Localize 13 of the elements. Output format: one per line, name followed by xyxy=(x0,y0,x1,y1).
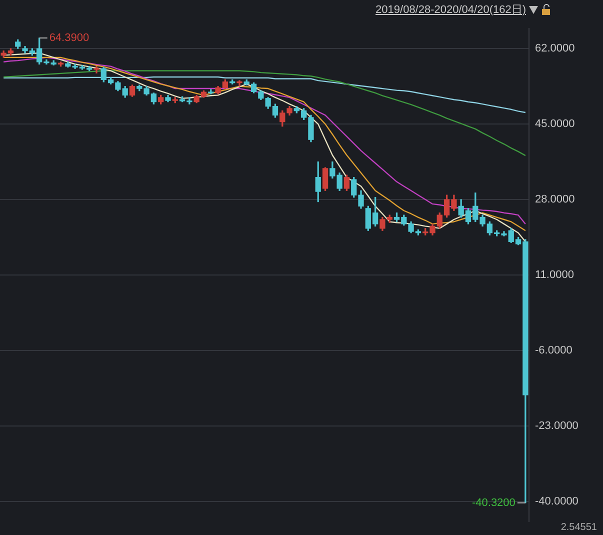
text: 2019/08/28-2020/04/20(162日) xyxy=(376,3,526,17)
candlestick xyxy=(236,80,242,87)
y-tick-label: -40.0000 xyxy=(535,495,578,508)
annotation: 64.3900 xyxy=(49,32,90,44)
y-tick-label: 11.0000 xyxy=(535,269,574,282)
y-tick-label: -23.0000 xyxy=(535,420,578,432)
annotation: -40.3200 xyxy=(472,496,516,509)
y-tick-label: 45.0000 xyxy=(535,118,575,130)
candlestick xyxy=(94,66,100,74)
y-tick-label: 28.0000 xyxy=(535,194,575,206)
text: 2.54551 xyxy=(560,522,597,533)
y-tick-label: -6.0000 xyxy=(535,344,572,357)
y-tick-label: 62.0000 xyxy=(535,42,575,55)
